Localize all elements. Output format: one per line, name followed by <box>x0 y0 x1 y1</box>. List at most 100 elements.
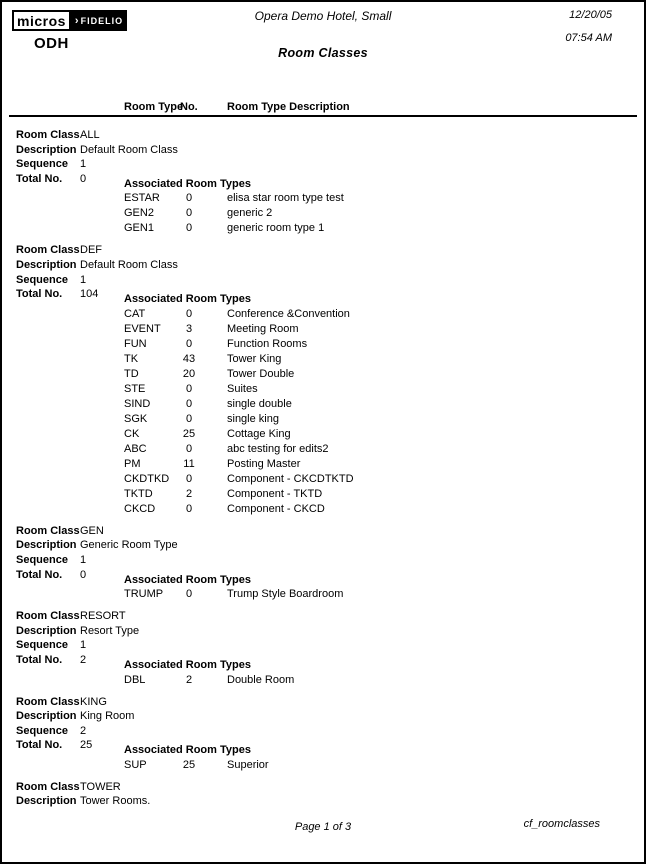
room-type-code: ESTAR <box>124 192 160 205</box>
associated-room-types-list: ESTAR 0 elisa star room type test GEN2 0 gene… <box>2 191 644 236</box>
page-number: Page 1 of 3 <box>294 821 352 833</box>
room-type-description: abc testing for edits2 <box>227 442 329 455</box>
room-type-description: Superior <box>227 758 269 771</box>
field-row: Description Generic Room Type <box>2 538 644 553</box>
sequence-label: Sequence <box>16 553 68 566</box>
sequence-label: Sequence <box>16 724 68 737</box>
room-type-count: 0 <box>185 207 193 220</box>
report-body: Room Class ALL Description Default Room Cla… <box>2 128 644 809</box>
room-class-section: Room Class DEF Description Default Room Cla… <box>2 243 644 516</box>
room-type-count: 0 <box>185 472 193 485</box>
room-type-count: 0 <box>185 588 193 601</box>
room-type-count: 2 <box>185 487 193 500</box>
field-row: Sequence 1 <box>2 553 644 568</box>
room-class-value: DEF <box>80 244 102 257</box>
room-class-label: Room Class <box>16 244 80 257</box>
room-class-value: RESORT <box>80 610 126 623</box>
field-row: Description Default Room Class <box>2 258 644 273</box>
room-type-code: CKDTKD <box>124 472 170 485</box>
room-type-row: SIND 0 single double <box>2 397 644 412</box>
associated-room-types-list: CAT 0 Conference &Convention EVENT 3 Meeting … <box>2 307 644 517</box>
field-row: Description Resort Type <box>2 624 644 639</box>
sequence-value: 1 <box>80 553 87 566</box>
description-label: Description <box>16 258 77 271</box>
associated-room-types-header: Associated Room Types <box>124 177 251 190</box>
logo-fidelio-text: FIDELIO <box>80 15 124 26</box>
description-label: Description <box>16 624 77 637</box>
sequence-value: 2 <box>80 724 87 737</box>
room-type-row: TK 43 Tower King <box>2 352 644 367</box>
field-row: Total No. 0 Associated Room Types <box>2 568 644 586</box>
room-type-row: ABC 0 abc testing for edits2 <box>2 442 644 457</box>
total-no-value: 104 <box>80 288 99 301</box>
room-class-value: ALL <box>80 129 100 141</box>
field-row: Total No. 25 Associated Room Types <box>2 738 644 756</box>
room-type-row: STE 0 Suites <box>2 382 644 397</box>
room-class-value: GEN <box>80 524 104 537</box>
room-class-section: Room Class GEN Description Generic Room Typ… <box>2 524 644 602</box>
field-row: Description Tower Rooms. <box>2 794 644 809</box>
room-type-description: single double <box>227 397 292 410</box>
description-value: Default Room Class <box>80 258 178 271</box>
room-type-description: Cottage King <box>227 427 291 440</box>
room-type-description: Component - CKCDTKTD <box>227 472 354 485</box>
associated-room-types-list: TRUMP 0 Trump Style Boardroom <box>2 587 644 602</box>
room-class-label: Room Class <box>16 780 80 793</box>
associated-room-types-header: Associated Room Types <box>124 293 251 306</box>
room-type-count: 0 <box>185 222 193 235</box>
room-type-description: single king <box>227 412 279 425</box>
room-type-code: CK <box>124 427 140 440</box>
room-type-row: CAT 0 Conference &Convention <box>2 307 644 322</box>
field-row: Description King Room <box>2 709 644 724</box>
report-id: cf_roomclasses <box>523 818 600 830</box>
room-type-description: Component - TKTD <box>227 487 323 500</box>
room-type-row: TKTD 2 Component - TKTD <box>2 487 644 502</box>
room-type-row: FUN 0 Function Rooms <box>2 337 644 352</box>
room-type-description: Suites <box>227 382 258 395</box>
room-type-count: 2 <box>185 673 193 686</box>
report-title: Room Classes <box>278 46 368 60</box>
field-row: Sequence 1 <box>2 273 644 288</box>
room-type-description: generic room type 1 <box>227 222 325 235</box>
description-value: Tower Rooms. <box>80 795 151 808</box>
room-type-code: DBL <box>124 673 146 686</box>
room-type-row: ESTAR 0 elisa star room type test <box>2 191 644 206</box>
description-label: Description <box>16 539 77 552</box>
room-class-section: Room Class RESORT Description Resort Type Se… <box>2 609 644 687</box>
description-label: Description <box>16 795 77 808</box>
field-row: Room Class DEF <box>2 243 644 258</box>
room-type-count: 11 <box>183 457 195 470</box>
room-type-row: TRUMP 0 Trump Style Boardroom <box>2 587 644 602</box>
logo-micros-text: micros <box>12 10 71 31</box>
associated-room-types-header: Associated Room Types <box>124 573 251 586</box>
description-value: Default Room Class <box>80 143 178 156</box>
room-class-value: TOWER <box>80 780 121 793</box>
room-type-code: GEN1 <box>124 222 154 235</box>
room-type-code: EVENT <box>124 322 161 335</box>
room-type-row: PM 11 Posting Master <box>2 457 644 472</box>
associated-room-types-header: Associated Room Types <box>124 658 251 671</box>
total-no-label: Total No. <box>16 288 63 301</box>
total-no-label: Total No. <box>16 172 63 185</box>
field-row: Room Class RESORT <box>2 609 644 624</box>
room-type-code: SIND <box>124 397 151 410</box>
total-no-value: 2 <box>80 653 87 666</box>
field-row: Total No. 2 Associated Room Types <box>2 653 644 671</box>
room-class-section: Room Class ALL Description Default Room Cla… <box>2 128 644 236</box>
room-type-code: TKTD <box>124 487 153 500</box>
field-row: Sequence 2 <box>2 724 644 739</box>
chevron-right-icon: › <box>74 14 80 27</box>
total-no-value: 0 <box>80 172 87 185</box>
room-type-code: SGK <box>124 412 148 425</box>
room-type-description: Posting Master <box>227 457 301 470</box>
field-row: Total No. 104 Associated Room Types <box>2 287 644 305</box>
room-type-count: 25 <box>182 758 196 771</box>
total-no-label: Total No. <box>16 653 63 666</box>
room-type-code: TD <box>124 367 139 380</box>
column-header-no: No. <box>180 101 198 113</box>
room-type-description: generic 2 <box>227 207 273 220</box>
room-type-description: elisa star room type test <box>227 192 344 205</box>
sequence-value: 1 <box>80 639 87 652</box>
room-type-count: 0 <box>185 307 193 320</box>
header-divider-line <box>9 115 637 117</box>
